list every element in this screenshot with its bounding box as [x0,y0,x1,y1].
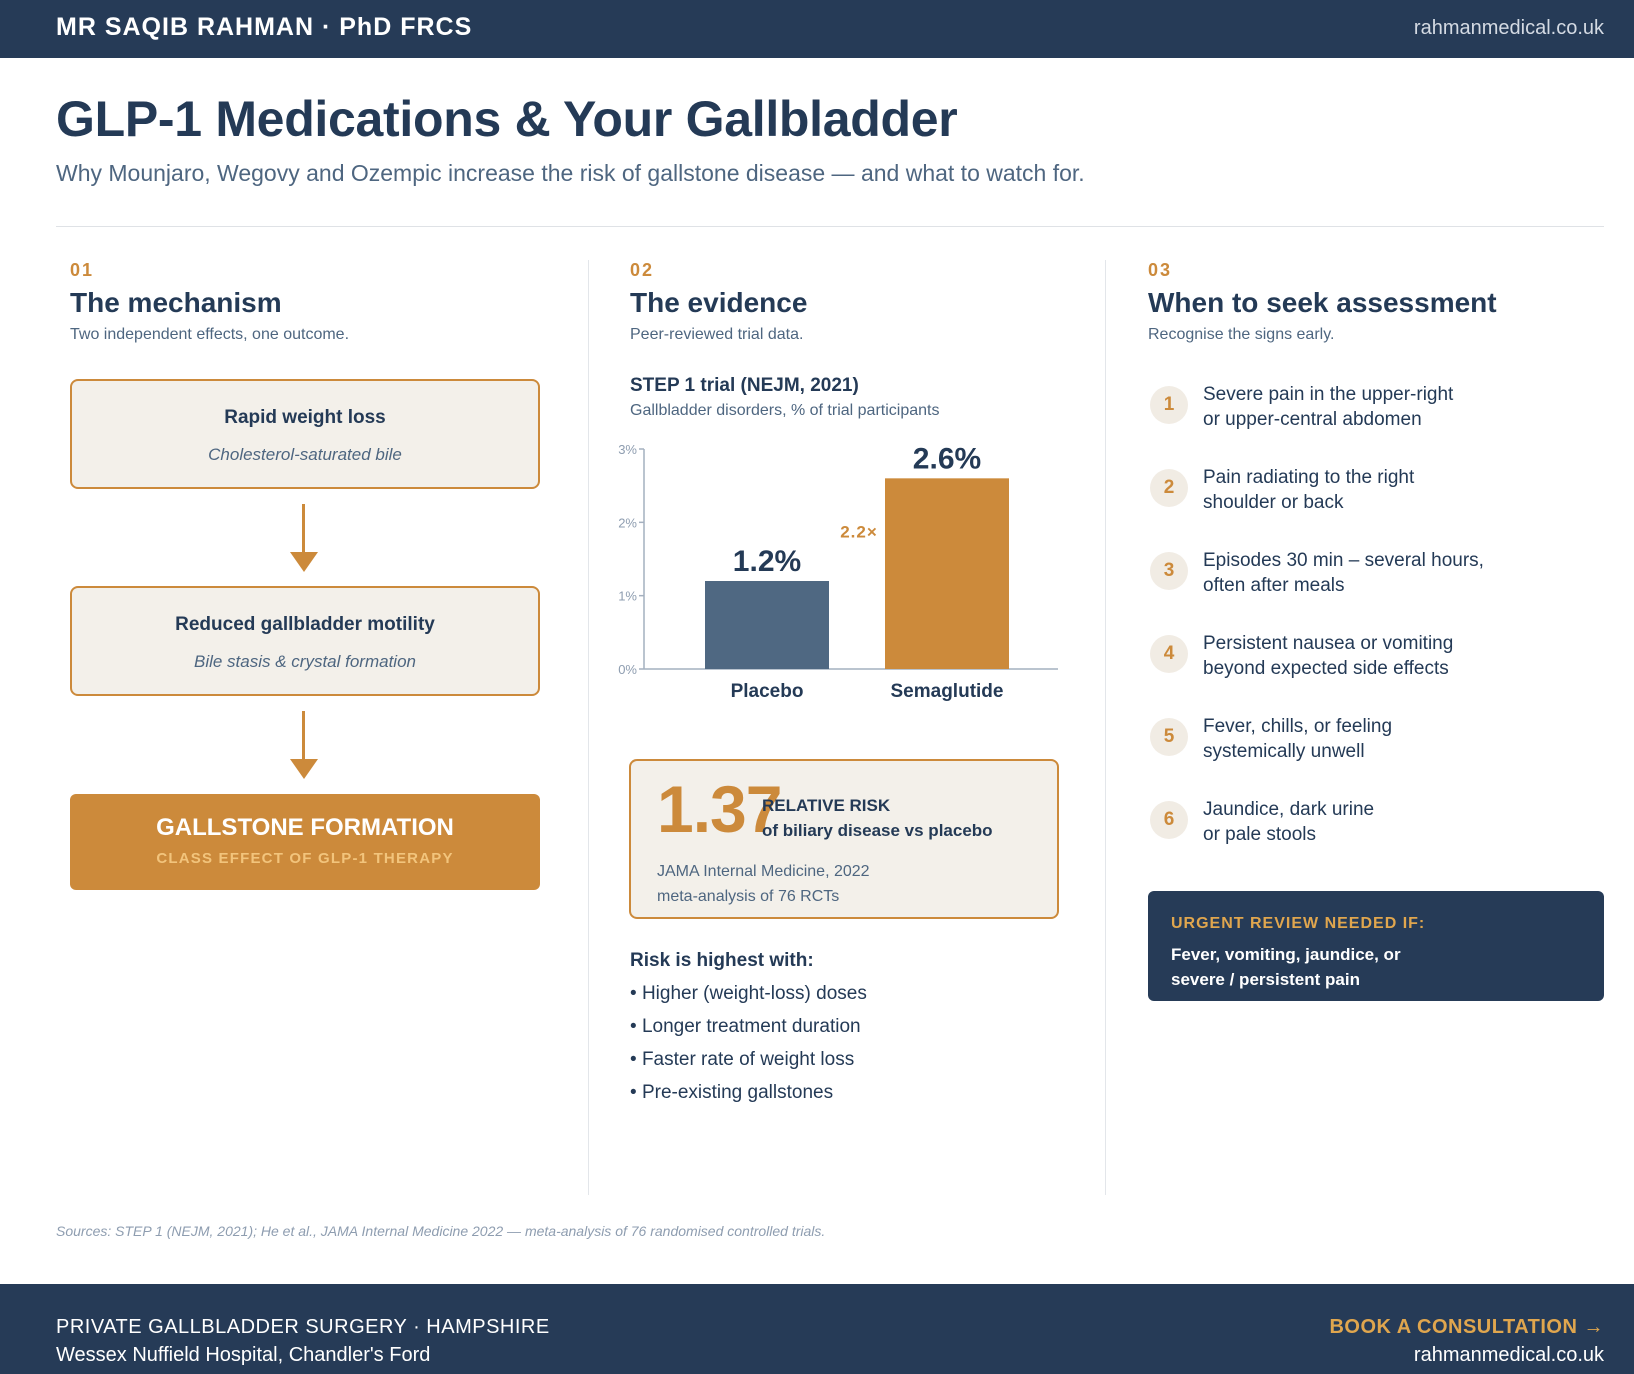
step-heading: Reduced gallbladder motility [175,614,435,635]
sign-text: or upper-central abdomen [1203,409,1422,430]
step-number-badge: 2 [1150,469,1188,507]
x-tick-label: Placebo [731,681,804,702]
data-label: 2.6% [913,442,981,475]
data-label: 1.2% [733,545,801,578]
chart-annotation: 2.2× [840,522,878,541]
bar-chart: 0% 1% 2% 3% 1.2% Placebo 2.6% Semaglutide 2.2× [618,442,1058,702]
header-site-link[interactable]: rahmanmedical.co.uk [1413,17,1604,39]
relative-risk-source: JAMA Internal Medicine, 2022 [657,863,870,880]
list-item: Longer treatment duration [630,1015,867,1048]
page-subtitle: Why Mounjaro, Wegovy and Ozempic increas… [56,160,1085,186]
footer-service: PRIVATE GALLBLADDER SURGERY · HAMPSHIRE [56,1316,550,1338]
footer-location: Wessex Nuffield Hospital, Chandler's For… [56,1344,431,1366]
section-number: 02 [630,260,655,280]
divider [56,226,1604,227]
urgent-review-box: URGENT REVIEW NEEDED IF: Fever, vomiting… [1148,891,1604,1001]
step-number-badge: 3 [1150,552,1188,590]
sign-text: Persistent nausea or vomiting [1203,633,1454,654]
risk-factors-list: Higher (weight-loss) doses Longer treatm… [630,982,867,1114]
section-subtitle: Two independent effects, one outcome. [70,326,350,343]
sign-text: beyond expected side effects [1203,658,1449,679]
step-number-badge: 4 [1150,635,1188,673]
list-item: Faster rate of weight loss [630,1048,867,1081]
section-number: 01 [70,260,95,280]
urgent-heading: URGENT REVIEW NEEDED IF: [1171,915,1426,932]
y-tick-label: 0% [618,662,637,677]
x-tick-label: Semaglutide [891,681,1004,702]
step-number-badge: 6 [1150,801,1188,839]
section-title: The evidence [630,287,808,318]
arrow-down-icon [290,504,318,572]
book-consultation-link[interactable]: BOOK A CONSULTATION → [1329,1316,1604,1338]
page-title: GLP-1 Medications & Your Gallbladder [56,91,958,147]
urgent-text: severe / persistent pain [1171,970,1360,989]
section-subtitle: Peer-reviewed trial data. [630,326,804,343]
relative-risk-source-detail: meta-analysis of 76 RCTs [657,888,840,905]
sign-text: shoulder or back [1203,492,1344,513]
list-item: Higher (weight-loss) doses [630,982,867,1015]
sources-note: Sources: STEP 1 (NEJM, 2021); He et al.,… [56,1223,826,1239]
chart-title: STEP 1 trial (NEJM, 2021) [630,375,859,396]
brand-name: MR SAQIB RAHMAN · PhD FRCS [56,13,473,41]
step-number-badge: 5 [1150,718,1188,756]
sign-text: Jaundice, dark urine [1203,799,1375,820]
bar [885,478,1009,669]
sign-text: or pale stools [1203,824,1317,845]
bar [705,581,829,669]
sign-text: Fever, chills, or feeling [1203,716,1393,737]
y-tick-label: 2% [618,515,637,530]
outcome-box: GALLSTONE FORMATION CLASS EFFECT OF GLP-… [70,794,540,890]
relative-risk-value: 1.37 [657,772,782,846]
top-bar: MR SAQIB RAHMAN · PhD FRCS rahmanmedical… [0,0,1634,58]
step-detail: Bile stasis & crystal formation [193,652,416,671]
relative-risk-desc: of biliary disease vs placebo [762,821,993,840]
y-tick-label: 1% [618,589,637,604]
y-tick-label: 3% [618,442,637,457]
outcome-detail: CLASS EFFECT OF GLP-1 THERAPY [156,850,454,867]
relative-risk-label: RELATIVE RISK [762,796,891,815]
list-item: Pre-existing gallstones [630,1081,867,1114]
section-subtitle: Recognise the signs early. [1148,326,1335,343]
risk-factors-title: Risk is highest with: [630,950,814,971]
mechanism-step: Reduced gallbladder motility Bile stasis… [70,586,540,696]
chart-subtitle: Gallbladder disorders, % of trial partic… [630,402,940,419]
urgent-text: Fever, vomiting, jaundice, or [1171,945,1401,964]
arrow-down-icon [290,711,318,779]
sign-text: often after meals [1203,575,1345,596]
outcome-heading: GALLSTONE FORMATION [156,814,454,841]
sign-text: systemically unwell [1203,741,1365,762]
sign-text: Episodes 30 min – several hours, [1203,550,1484,571]
column-divider [588,260,589,1195]
step-heading: Rapid weight loss [224,407,386,428]
sign-text: Pain radiating to the right [1203,467,1415,488]
step-number-badge: 1 [1150,386,1188,424]
mechanism-step: Rapid weight loss Cholesterol-saturated … [70,379,540,489]
section-title: When to seek assessment [1148,287,1497,318]
step-detail: Cholesterol-saturated bile [208,445,402,464]
column-divider [1105,260,1106,1195]
relative-risk-card: 1.37 RELATIVE RISK of biliary disease vs… [629,759,1059,919]
section-number: 03 [1148,260,1173,280]
sign-text: Severe pain in the upper-right [1203,384,1454,405]
section-title: The mechanism [70,287,282,318]
footer-bar: PRIVATE GALLBLADDER SURGERY · HAMPSHIRE … [0,1284,1634,1374]
footer-site-link[interactable]: rahmanmedical.co.uk [1413,1344,1604,1366]
